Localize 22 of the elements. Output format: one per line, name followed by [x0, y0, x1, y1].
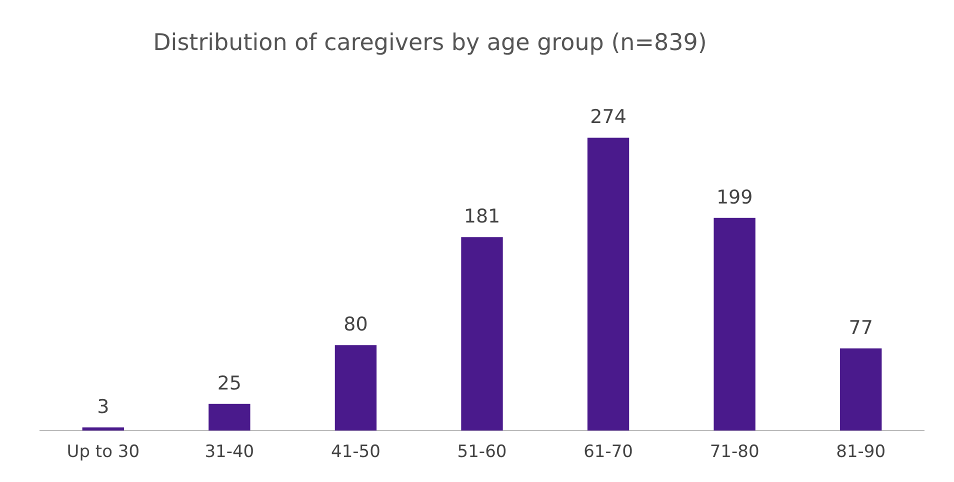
chart-title: Distribution of caregivers by age group (n=839) [152, 30, 708, 56]
x-tick-label: 51-60 [457, 442, 507, 462]
bar [208, 404, 250, 431]
bar [840, 348, 882, 431]
x-tick-label: 41-50 [331, 442, 380, 462]
x-tick-label: Up to 30 [66, 442, 140, 462]
data-label: 181 [464, 206, 500, 228]
data-label: 199 [716, 186, 753, 208]
x-tick-label: 71-80 [710, 442, 760, 462]
data-label: 274 [590, 106, 626, 128]
bar [714, 218, 756, 431]
bar [334, 345, 377, 431]
x-tick-label: 81-90 [836, 442, 886, 462]
bar [82, 427, 124, 431]
data-label: 3 [97, 396, 110, 418]
bar [461, 237, 503, 431]
data-label: 80 [344, 314, 368, 336]
data-label: 77 [848, 316, 873, 339]
x-tick-label: 61-70 [584, 442, 633, 462]
data-label: 25 [217, 372, 242, 394]
bar [587, 138, 630, 431]
x-tick-label: 31-40 [204, 442, 254, 462]
